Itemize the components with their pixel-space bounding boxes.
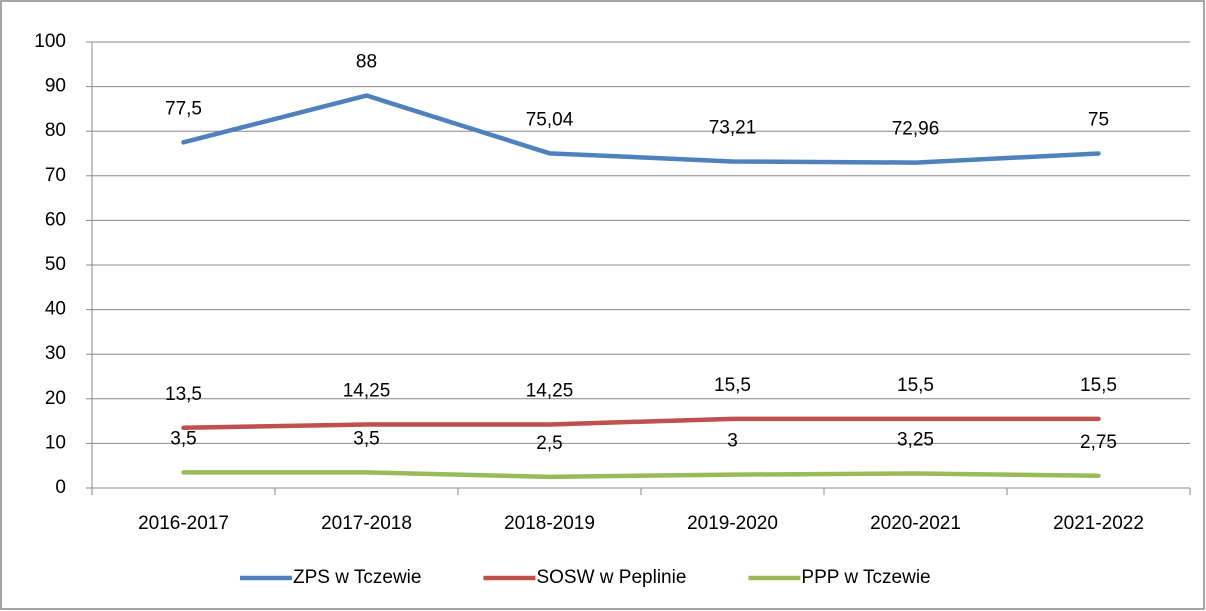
x-tick-label: 2017-2018	[321, 513, 412, 534]
y-tick-label: 30	[45, 343, 66, 364]
data-label: 2,5	[536, 433, 562, 454]
data-label: 72,96	[892, 119, 940, 140]
data-label: 77,5	[165, 98, 202, 119]
y-tick-label: 50	[45, 254, 66, 275]
data-label: 3,5	[170, 428, 196, 449]
data-label: 15,5	[1080, 375, 1117, 396]
legend-label: SOSW w Peplinie	[536, 567, 686, 588]
data-label: 3,5	[353, 428, 379, 449]
y-tick-label: 10	[45, 432, 66, 453]
legend-label: ZPS w Tczewie	[293, 567, 421, 588]
y-tick-label: 100	[34, 31, 66, 52]
series-line	[181, 93, 1101, 165]
y-tick-label: 90	[45, 76, 66, 97]
series-line	[181, 470, 1101, 480]
y-tick-label: 40	[45, 299, 66, 320]
data-label: 3,25	[897, 430, 934, 451]
y-tick-label: 80	[45, 120, 66, 141]
x-tick-label: 2016-2017	[138, 513, 229, 534]
y-tick-label: 60	[45, 209, 66, 230]
data-label: 3	[727, 431, 738, 452]
y-tick-label: 70	[45, 165, 66, 186]
x-tick-label: 2018-2019	[504, 513, 595, 534]
y-tick-label: 20	[45, 388, 66, 409]
legend-label: PPP w Tczewie	[801, 567, 930, 588]
data-label: 2,75	[1080, 432, 1117, 453]
x-tick-label: 2020-2021	[870, 513, 961, 534]
y-tick-label: 0	[55, 477, 66, 498]
data-label: 73,21	[709, 117, 757, 138]
series-line	[181, 416, 1101, 431]
data-label: 15,5	[714, 375, 751, 396]
data-label: 14,25	[343, 380, 391, 401]
data-label: 15,5	[897, 375, 934, 396]
data-label: 14,25	[526, 380, 574, 401]
data-label: 75	[1088, 110, 1109, 131]
data-label: 88	[356, 52, 377, 73]
x-tick-label: 2021-2022	[1053, 513, 1144, 534]
data-label: 13,5	[165, 384, 202, 405]
data-label: 75,04	[526, 109, 574, 130]
x-tick-label: 2019-2020	[687, 513, 778, 534]
